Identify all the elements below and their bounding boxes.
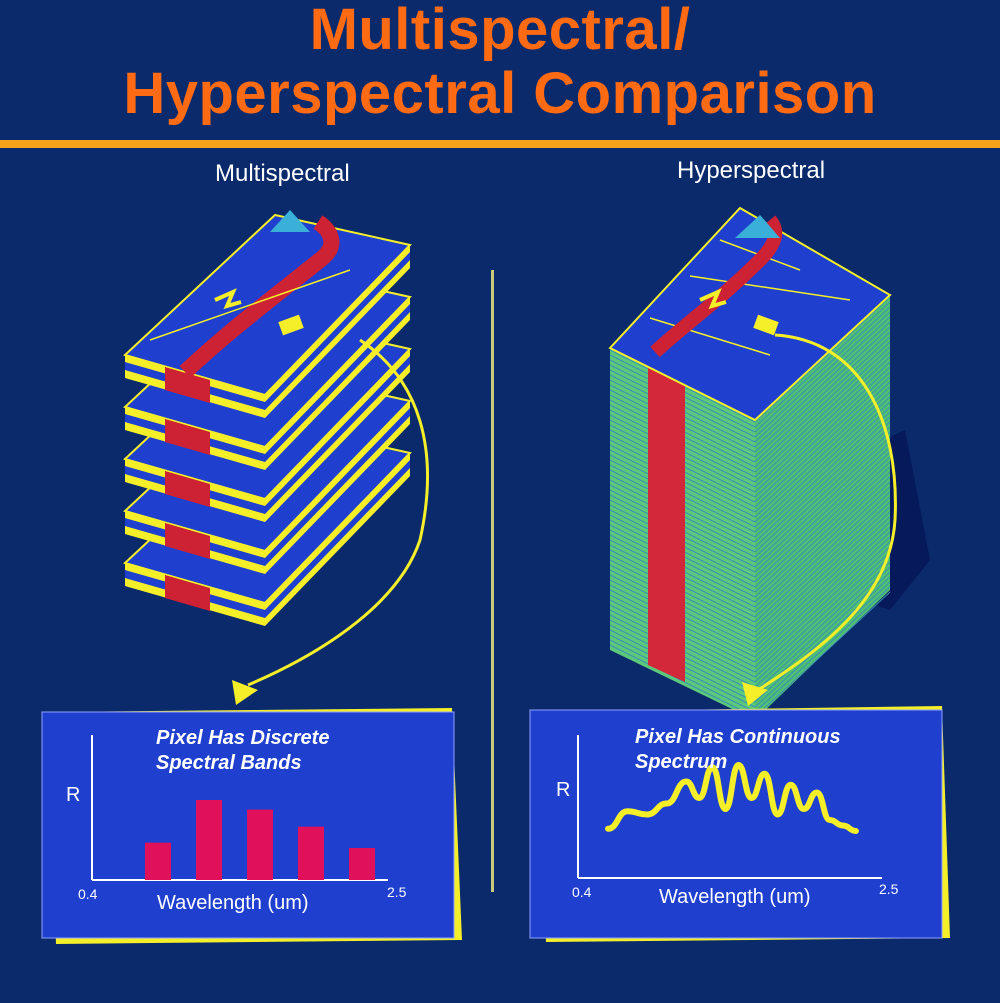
band-line xyxy=(754,301,891,428)
band-line xyxy=(754,296,891,423)
center-divider xyxy=(491,270,494,892)
multispectral-arrow xyxy=(247,338,429,687)
multispectral-y-label: R xyxy=(66,784,81,806)
multispectral-x-label: Wavelength (um) xyxy=(157,892,309,914)
band-line xyxy=(754,591,891,718)
band-line xyxy=(754,531,891,658)
band-line xyxy=(754,496,891,623)
multispectral-panel xyxy=(41,708,462,944)
band-line xyxy=(754,391,891,518)
band-line xyxy=(754,441,891,568)
hyperspectral-label: Hyperspectral xyxy=(677,157,826,184)
band-line xyxy=(754,586,891,713)
band-line xyxy=(754,321,891,448)
band-line xyxy=(754,306,891,433)
band-line xyxy=(754,311,891,438)
band-line xyxy=(754,371,891,498)
band-line xyxy=(754,476,891,603)
band-line xyxy=(609,644,756,718)
band-line xyxy=(754,516,891,643)
bar xyxy=(145,842,171,880)
band-line xyxy=(754,541,891,668)
title-line-1: Multispectral/ xyxy=(309,0,691,62)
hyperspectral-cube xyxy=(608,206,930,720)
title-line-2: Hyperspectral Comparison xyxy=(123,61,877,126)
band-line xyxy=(754,526,891,653)
multispectral-caption-line2: Spectral Bands xyxy=(156,752,302,774)
band-line xyxy=(754,481,891,608)
bar xyxy=(247,809,273,880)
hyperspectral-panel xyxy=(529,706,950,942)
multispectral-layer-stack xyxy=(123,210,412,626)
multispectral-label: Multispectral xyxy=(215,160,350,187)
hyperspectral-x-min: 0.4 xyxy=(572,884,592,900)
band-line xyxy=(754,431,891,558)
spectrum-line xyxy=(605,762,859,834)
hyperspectral-band-lines xyxy=(609,296,891,718)
band-line xyxy=(754,436,891,563)
hyperspectral-y-label: R xyxy=(556,779,571,801)
band-line xyxy=(754,491,891,618)
band-line xyxy=(754,471,891,598)
hyperspectral-x-label: Wavelength (um) xyxy=(659,886,811,908)
title-rule xyxy=(0,140,1000,148)
multispectral-layer xyxy=(123,210,412,418)
multispectral-x-min: 0.4 xyxy=(78,886,98,902)
hyperspectral-caption-line1: Pixel Has Continuous xyxy=(635,726,841,748)
band-line xyxy=(754,376,891,503)
hyperspectral-x-max: 2.5 xyxy=(879,881,899,897)
band-line xyxy=(754,521,891,648)
band-line xyxy=(754,506,891,633)
bar xyxy=(196,800,222,880)
band-line xyxy=(754,316,891,443)
bar xyxy=(298,826,324,880)
band-line xyxy=(754,346,891,473)
band-line xyxy=(754,466,891,593)
band-line xyxy=(754,426,891,553)
band-line xyxy=(754,356,891,483)
multispectral-caption-line1: Pixel Has Discrete xyxy=(156,727,330,749)
band-line xyxy=(754,551,891,678)
band-line xyxy=(754,351,891,478)
band-line xyxy=(754,561,891,688)
band-line xyxy=(754,416,891,543)
band-line xyxy=(754,361,891,488)
band-line xyxy=(754,411,891,538)
band-line xyxy=(754,546,891,673)
band-line xyxy=(754,451,891,578)
band-line xyxy=(754,336,891,463)
band-line xyxy=(754,381,891,508)
band-line xyxy=(754,501,891,628)
hyperspectral-caption-line2: Spectrum xyxy=(635,751,728,773)
bar xyxy=(349,848,375,880)
band-line xyxy=(754,536,891,663)
band-line xyxy=(754,446,891,573)
band-line xyxy=(754,406,891,533)
band-line xyxy=(754,566,891,693)
band-line xyxy=(754,386,891,513)
band-line xyxy=(754,401,891,528)
band-line xyxy=(754,556,891,683)
band-line xyxy=(754,511,891,638)
multispectral-x-max: 2.5 xyxy=(387,884,407,900)
band-line xyxy=(754,486,891,613)
band-line xyxy=(754,421,891,548)
band-line xyxy=(754,326,891,453)
band-line xyxy=(754,396,891,523)
band-line xyxy=(754,461,891,588)
band-line xyxy=(754,341,891,468)
band-line xyxy=(754,331,891,458)
bar-series xyxy=(145,800,375,880)
band-line xyxy=(754,456,891,583)
